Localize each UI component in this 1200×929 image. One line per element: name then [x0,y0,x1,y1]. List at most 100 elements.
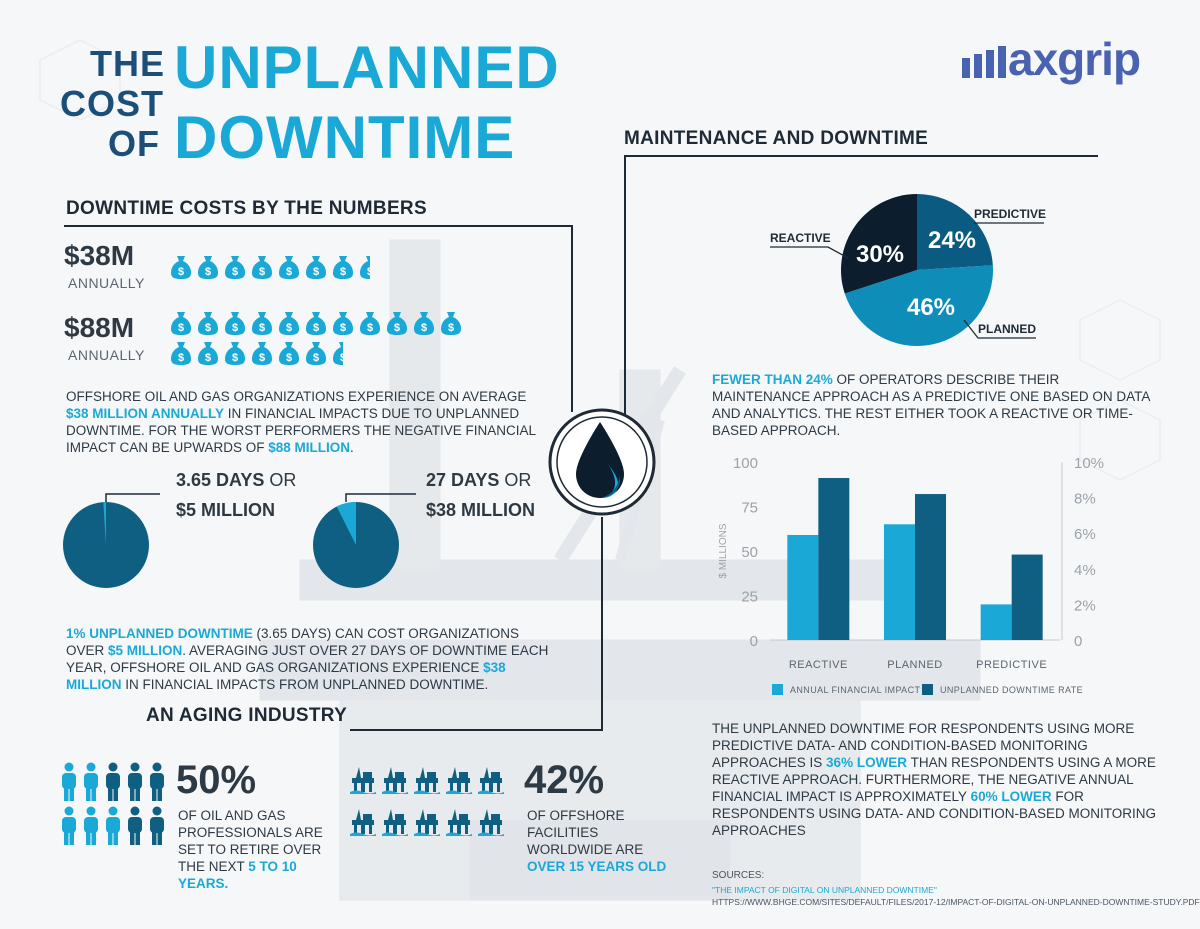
y2-tick-label: 6% [1074,526,1096,543]
bar-financial-planned [884,524,915,640]
pie1-days: 3.65 DAYS OR [176,470,297,490]
pie-label-predictive: PREDICTIVE [974,207,1046,221]
y2-tick-label: 10% [1074,455,1104,472]
stat2-label: ANNUALLY [68,347,145,363]
money-bag-icon: $ [198,256,218,279]
money-bag-icon: $ [225,312,245,335]
svg-text:$: $ [367,322,373,334]
pie-label-planned: PLANNED [978,322,1036,336]
person-icon [84,806,98,845]
svg-text:$: $ [286,352,292,364]
svg-text:$: $ [259,322,265,334]
oil-rig-icon [446,809,472,836]
oil-rig-icon [478,809,504,836]
pie-label-reactive: REACTIVE [770,231,831,245]
logo-text: axgrip [1008,33,1141,85]
svg-text:$: $ [178,266,184,278]
title-the: THE [90,43,165,84]
bar-financial-predictive [980,604,1012,640]
oil-rig-icon [478,767,504,794]
svg-text:$: $ [205,352,211,364]
downtime-pie-2 [313,493,416,588]
person-icon [128,806,142,845]
conclusion-paragraph: THE UNPLANNED DOWNTIME FOR RESPONDENTS U… [712,721,1157,838]
maintenance-paragraph: FEWER THAN 24% OF OPERATORS DESCRIBE THE… [712,372,1150,438]
bar-chart: 0 25 50 75 100 0 2% 4% 6% 8% 10% $ MILLIONS REACTIVE… [718,455,1104,695]
svg-text:$: $ [448,322,454,334]
bar-downtime-reactive [818,478,850,640]
stat2-value: $88M [64,312,135,343]
person-icon [128,762,142,801]
people-grid [60,762,170,850]
person-icon [106,806,120,845]
person-icon [150,762,164,801]
money-bag-icon: $ [441,312,461,335]
money-bag-icon: $ [171,342,191,365]
title-cost: COST [60,83,165,124]
svg-text:$: $ [259,352,265,364]
money-bag-icon: $ [333,312,353,335]
logo-bars-icon [962,46,1006,78]
svg-text:$: $ [232,266,238,278]
title-downtime: DOWNTIME [174,104,516,171]
person-icon [62,762,76,801]
money-bag-icon: $ [171,256,191,279]
svg-text:$: $ [394,322,400,334]
pie2-slice [336,502,356,545]
svg-text:$: $ [232,352,238,364]
numbers-paragraph-1: OFFSHORE OIL AND GAS ORGANIZATIONS EXPER… [66,389,536,455]
money-bag-icon: $ [360,256,370,279]
y-tick-label: 0 [750,633,758,650]
svg-text:$: $ [286,322,292,334]
y-tick-label: 100 [733,455,758,472]
title-unplanned: UNPLANNED [174,34,560,101]
aging-pct-2: 42% [524,758,605,802]
bar-downtime-predictive [1011,554,1043,640]
legend-swatch [922,684,933,695]
person-icon [150,806,164,845]
money-bag-icon: $ [279,312,299,335]
pie-slice-predictive [917,194,993,270]
person-icon [106,762,120,801]
title-of: OF [108,123,160,164]
numbers-heading: DOWNTIME COSTS BY THE NUMBERS [66,198,427,219]
money-bag-icon: $ [360,312,380,335]
svg-text:$: $ [340,322,346,334]
money-bag-icon: $ [387,312,407,335]
person-icon [84,762,98,801]
pie2-cost: $38 MILLION [426,500,536,520]
oil-rig-icon [350,767,376,794]
money-bag-icon: $ [198,312,218,335]
pie-value-planned: 46% [907,294,955,321]
money-bag-icon: $ [306,256,326,279]
bar-financial-reactive [787,534,819,640]
pie2-days: 27 DAYS OR [426,470,532,490]
stat1-label: ANNUALLY [68,275,145,291]
svg-text:$: $ [340,266,346,278]
oil-rig-icon [446,767,472,794]
svg-text:$: $ [286,266,292,278]
money-bag-icon: $ [306,342,326,365]
money-bag-icon: $ [252,256,272,279]
svg-text:$: $ [421,322,427,334]
bar-downtime-planned [915,494,946,640]
money-bag-icon: $ [252,342,272,365]
svg-text:$: $ [259,266,265,278]
money-bag-icon: $ [333,256,353,279]
svg-text:$: $ [313,352,319,364]
money-bag-icon: $ [198,342,218,365]
pie-value-reactive: 30% [856,241,904,268]
svg-text:$: $ [205,266,211,278]
maintenance-heading: MAINTENANCE AND DOWNTIME [624,128,929,149]
stat1-value: $38M [64,240,135,271]
pie-slice-planned [844,265,993,347]
rigs-grid [350,764,510,844]
sources-url: HTTPS://WWW.BHGE.COM/SITES/DEFAULT/FILES… [712,897,1200,907]
y-tick-label: 25 [741,589,758,606]
money-bag-icon: $ [279,256,299,279]
sources-title: "THE IMPACT OF DIGITAL ON UNPLANNED DOWN… [712,885,937,895]
y2-tick-label: 4% [1074,562,1096,579]
aging-heading: AN AGING INDUSTRY [146,705,348,726]
y2-tick-label: 8% [1074,491,1096,508]
